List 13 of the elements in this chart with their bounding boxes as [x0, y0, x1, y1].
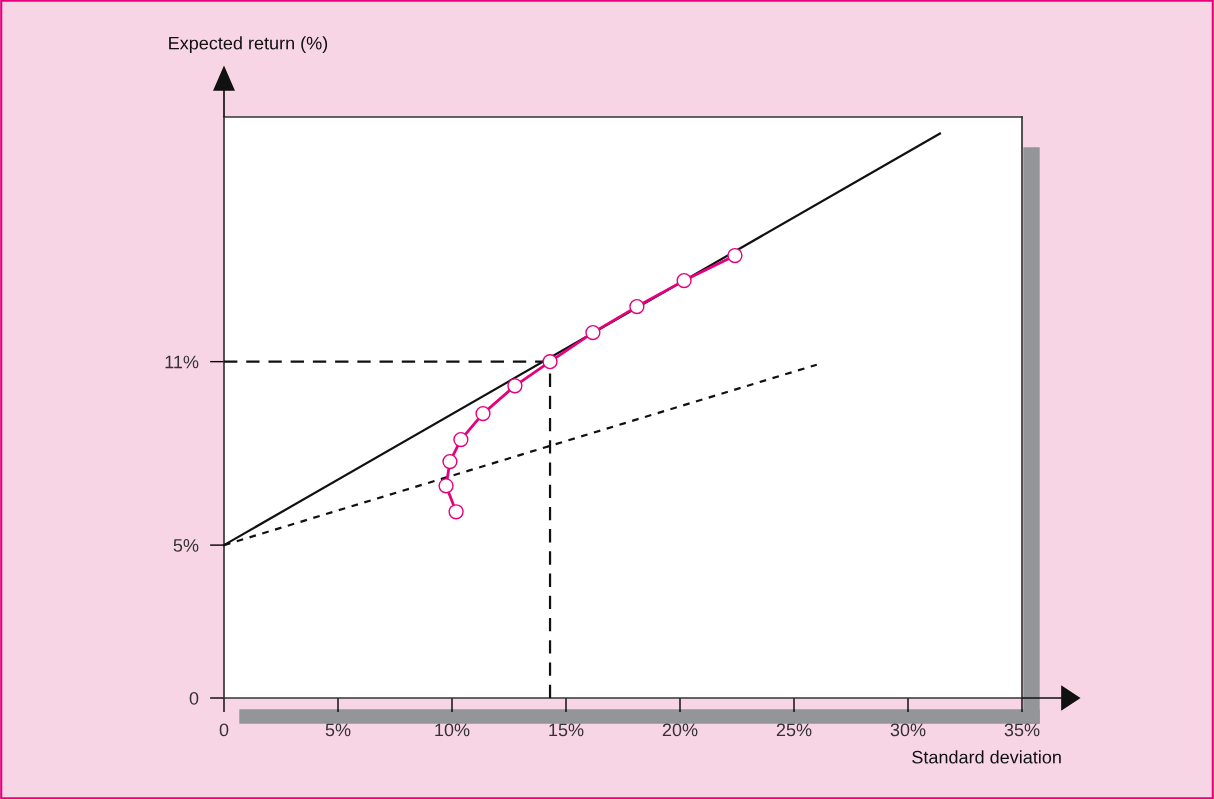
x-axis-title: Standard deviation [912, 750, 1061, 764]
y-axis-title: Expected return (%) [169, 36, 328, 54]
x-tick-label: 10% [435, 723, 470, 737]
x-tick-label: 25% [776, 723, 812, 737]
y-tick-label: 5% [173, 539, 199, 552]
y-tick-label: 11% [165, 355, 199, 369]
x-tick-label: 20% [662, 723, 698, 737]
x-tick-label: 35% [1004, 723, 1040, 737]
x-tick-label: 5% [325, 723, 351, 737]
x-tick-label: 0 [219, 723, 229, 737]
x-tick-label: 15% [549, 723, 584, 737]
y-tick-label: 0 [189, 691, 199, 705]
x-tick-label: 30% [890, 723, 926, 737]
